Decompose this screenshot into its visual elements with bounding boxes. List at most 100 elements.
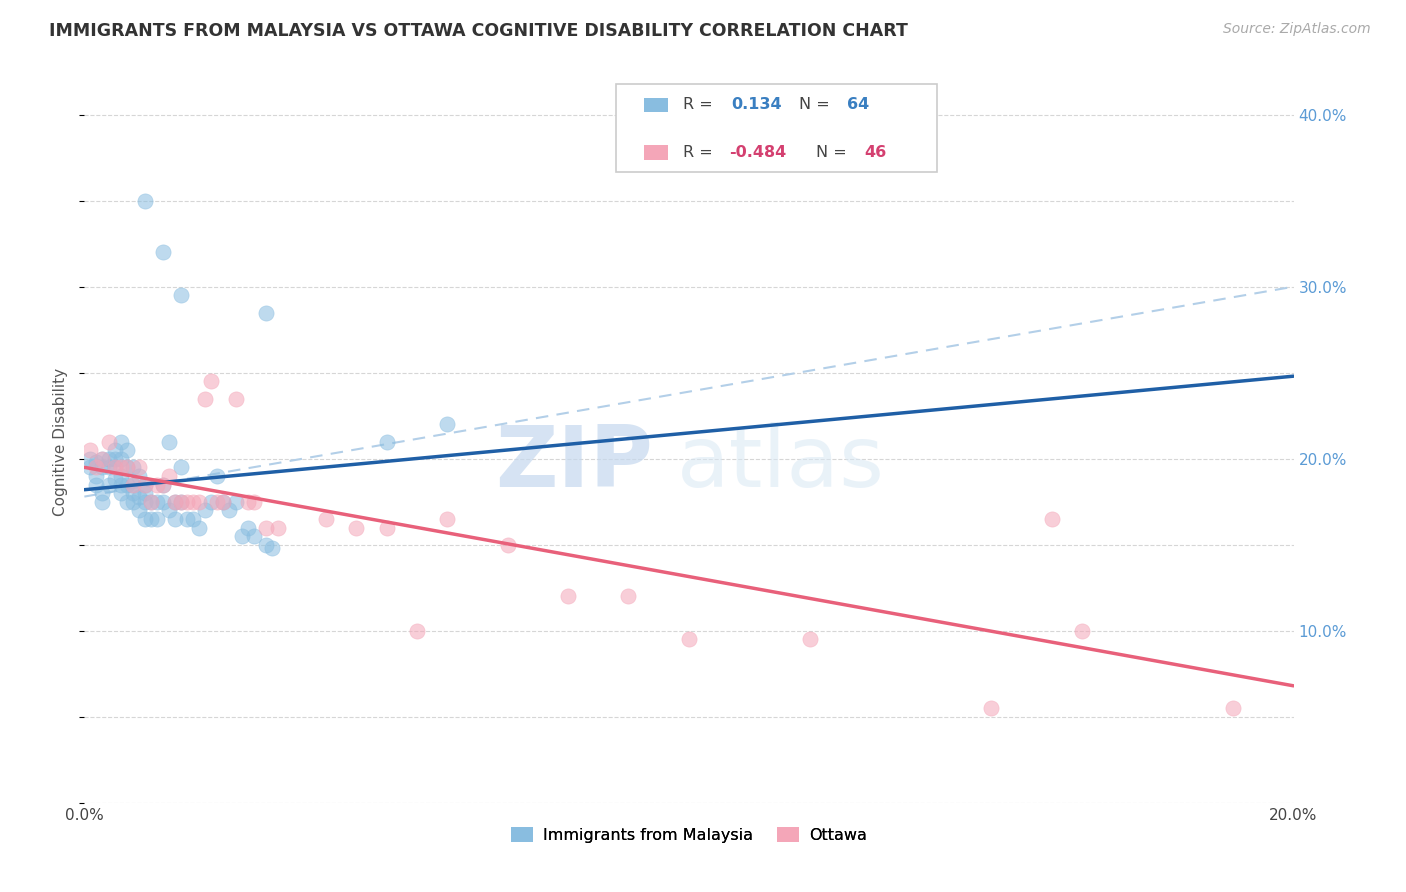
FancyBboxPatch shape <box>644 145 668 160</box>
Point <box>194 392 217 406</box>
Point <box>254 520 277 534</box>
Point <box>225 392 247 406</box>
Point <box>267 520 290 534</box>
Point <box>146 512 169 526</box>
Point <box>152 494 174 508</box>
Point <box>436 512 458 526</box>
Text: 46: 46 <box>865 145 887 160</box>
Point <box>200 375 222 389</box>
Point <box>110 460 132 475</box>
Point <box>346 520 368 534</box>
Point <box>207 494 229 508</box>
Point <box>79 451 101 466</box>
Y-axis label: Cognitive Disability: Cognitive Disability <box>53 368 69 516</box>
Text: atlas: atlas <box>676 422 884 505</box>
Point <box>86 460 108 475</box>
Point <box>617 590 640 604</box>
Point <box>128 490 150 504</box>
Point <box>121 494 143 508</box>
Point <box>115 460 138 475</box>
Point <box>242 494 264 508</box>
Text: Source: ZipAtlas.com: Source: ZipAtlas.com <box>1223 22 1371 37</box>
Point <box>315 512 337 526</box>
Point <box>165 512 187 526</box>
Point <box>110 477 132 491</box>
Text: R =: R = <box>683 145 718 160</box>
Point <box>110 451 132 466</box>
Point <box>86 469 108 483</box>
Point <box>146 494 169 508</box>
Point <box>86 477 108 491</box>
Point <box>181 494 204 508</box>
Point <box>1040 512 1063 526</box>
FancyBboxPatch shape <box>616 84 936 172</box>
Text: 64: 64 <box>848 97 869 112</box>
Point <box>218 503 240 517</box>
Point <box>157 434 180 449</box>
Point <box>181 512 204 526</box>
Point <box>212 494 235 508</box>
Point <box>134 494 156 508</box>
Point <box>97 477 120 491</box>
Point <box>128 469 150 483</box>
Point <box>134 486 156 500</box>
Point <box>225 494 247 508</box>
Point <box>188 520 211 534</box>
Point <box>128 503 150 517</box>
Point <box>104 460 127 475</box>
Text: R =: R = <box>683 97 718 112</box>
Point <box>375 520 398 534</box>
Point <box>678 632 700 647</box>
Point <box>157 469 180 483</box>
Point <box>231 529 253 543</box>
Text: ZIP: ZIP <box>495 422 652 505</box>
Point <box>134 194 156 208</box>
Point <box>212 494 235 508</box>
Point <box>236 494 259 508</box>
Point <box>254 538 277 552</box>
Text: N =: N = <box>799 97 835 112</box>
Point <box>134 512 156 526</box>
Text: N =: N = <box>815 145 852 160</box>
Point <box>1071 624 1094 638</box>
Point <box>254 305 277 319</box>
Point <box>1222 701 1244 715</box>
Point <box>110 469 132 483</box>
Point <box>799 632 821 647</box>
Point <box>91 451 114 466</box>
Point <box>134 477 156 491</box>
FancyBboxPatch shape <box>644 97 668 112</box>
Point <box>406 624 429 638</box>
Point <box>170 288 193 302</box>
Point <box>110 434 132 449</box>
Point <box>104 451 127 466</box>
Point <box>91 460 114 475</box>
Point <box>188 494 211 508</box>
Point <box>115 494 138 508</box>
Point <box>242 529 264 543</box>
Text: IMMIGRANTS FROM MALAYSIA VS OTTAWA COGNITIVE DISABILITY CORRELATION CHART: IMMIGRANTS FROM MALAYSIA VS OTTAWA COGNI… <box>49 22 908 40</box>
Point <box>139 512 162 526</box>
Point <box>91 451 114 466</box>
Point <box>176 494 198 508</box>
Point <box>436 417 458 432</box>
Point <box>97 434 120 449</box>
Point <box>121 460 143 475</box>
Point <box>121 486 143 500</box>
Point <box>194 503 217 517</box>
Point <box>260 541 283 556</box>
Point <box>170 494 193 508</box>
Point <box>97 451 120 466</box>
Legend: Immigrants from Malaysia, Ottawa: Immigrants from Malaysia, Ottawa <box>505 820 873 849</box>
Text: -0.484: -0.484 <box>728 145 786 160</box>
Point <box>79 460 101 475</box>
Point <box>236 520 259 534</box>
Point <box>91 494 114 508</box>
Point <box>207 469 229 483</box>
Point <box>496 538 519 552</box>
Point <box>152 245 174 260</box>
Point <box>170 494 193 508</box>
Point <box>97 460 120 475</box>
Point <box>110 486 132 500</box>
Point <box>139 494 162 508</box>
